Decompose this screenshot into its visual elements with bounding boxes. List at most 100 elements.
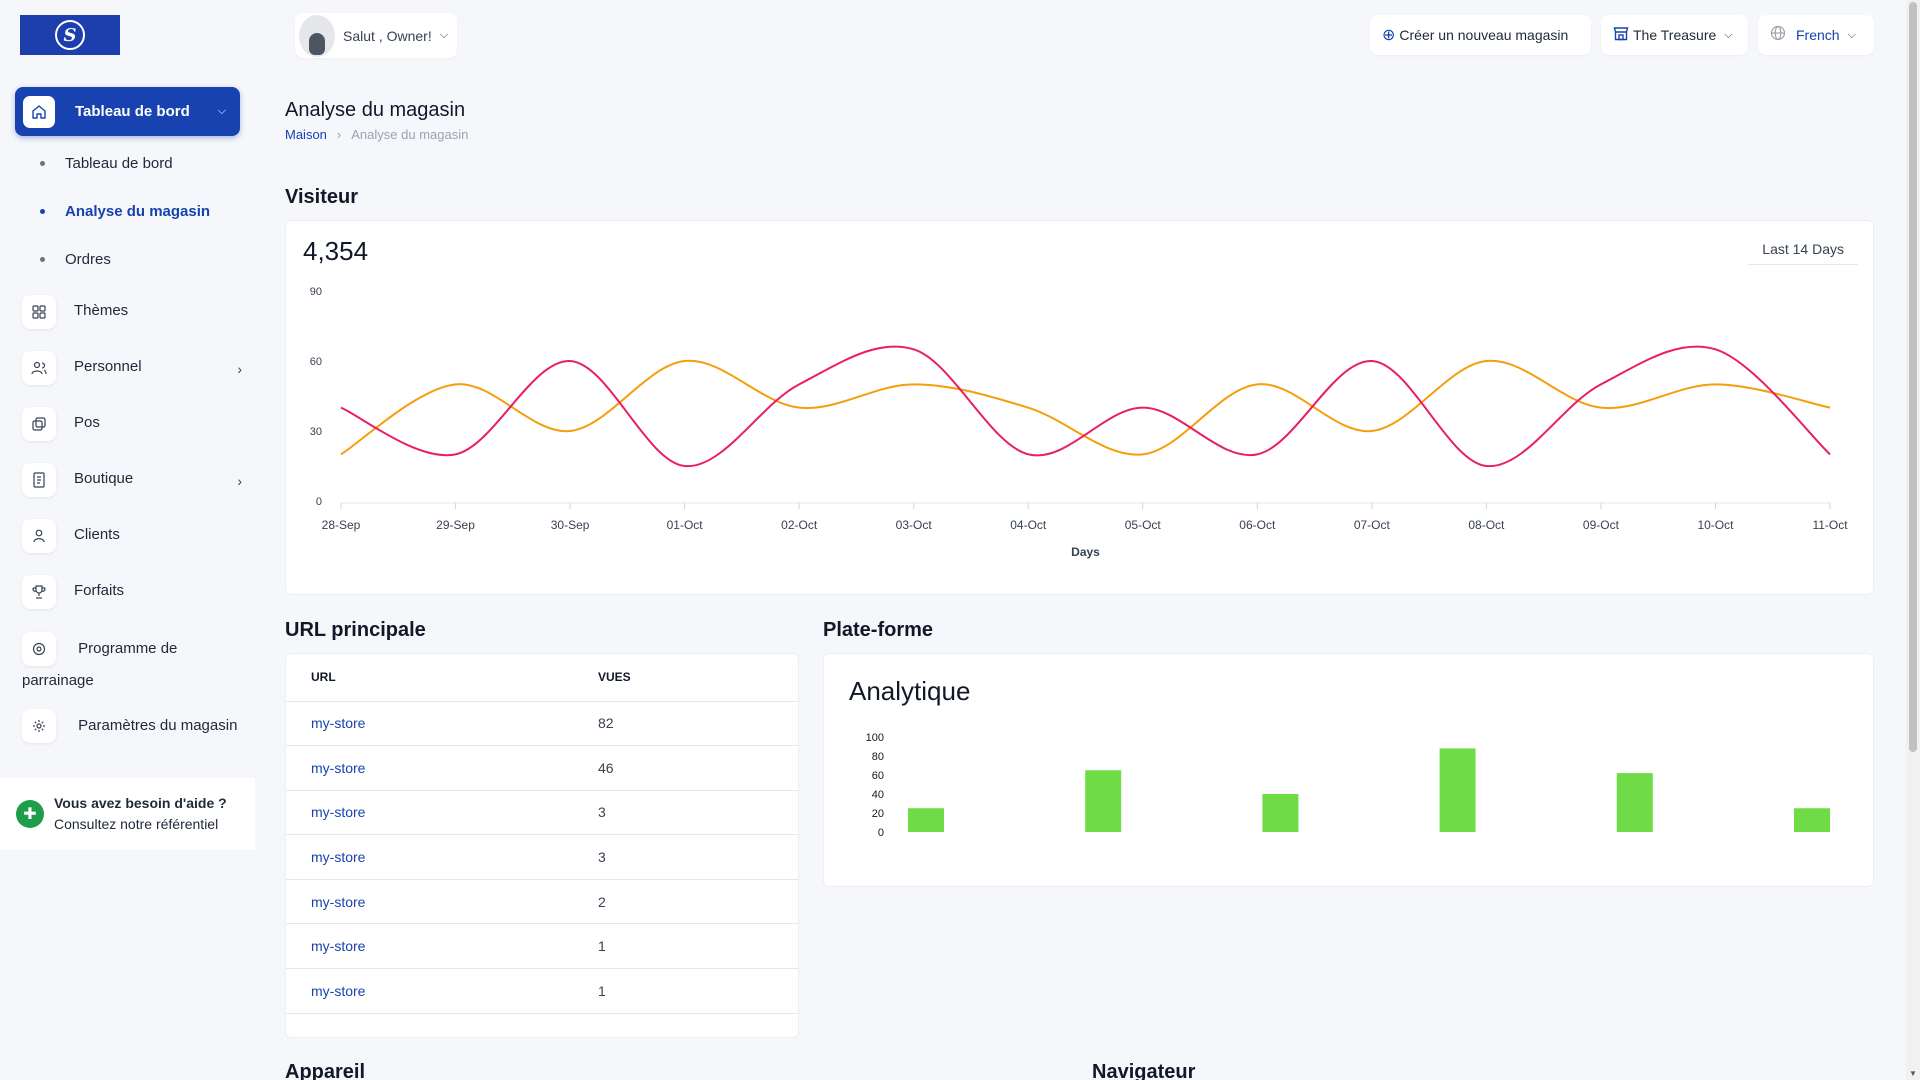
date-range-button[interactable]: Last 14 Days (1748, 233, 1858, 265)
visitor-total: 4,354 (303, 236, 369, 266)
breadcrumb: Maison › Analyse du magasin (285, 127, 468, 142)
sidebar-item-label: Boutique (74, 470, 134, 487)
bullet-icon (40, 209, 45, 214)
store-icon (22, 463, 56, 497)
top-url-section-title: URL principale (285, 619, 426, 641)
scrollbar-thumb[interactable] (1909, 2, 1917, 752)
analytics-title: Analytique (849, 676, 971, 706)
x-tick-label: 07-Oct (1354, 518, 1391, 532)
bullet-icon (40, 161, 45, 166)
y-tick-label: 60 (310, 356, 322, 368)
sidebar-item-label: Pos (74, 414, 100, 431)
greeting: Salut , Owner! (343, 27, 432, 44)
x-tick-label: 01-Oct (667, 518, 704, 532)
x-tick-label: 11-Oct (1812, 518, 1848, 532)
views-value: 1 (598, 968, 798, 1014)
breadcrumb-home[interactable]: Maison (285, 127, 327, 142)
create-store-button[interactable]: ⊕ Créer un nouveau magasin (1370, 15, 1591, 55)
sidebar-item-referral[interactable]: Programme de parrainage (22, 632, 242, 696)
sidebar-subitem-orders[interactable]: Ordres (40, 251, 111, 268)
plus-circle-icon: ⊕ (1382, 27, 1396, 44)
table-row: my-store 46 (286, 745, 798, 791)
chevron-right-icon: › (237, 361, 242, 377)
y-tick-label: 0 (316, 496, 322, 508)
sidebar-item-label: Personnel (74, 358, 142, 375)
x-axis-label: Days (1071, 545, 1100, 559)
chevron-down-icon: ⌵ (1724, 28, 1733, 41)
y-tick-label: 60 (872, 770, 884, 782)
chevron-right-icon: › (237, 473, 242, 489)
sidebar: S Tableau de bord ⌵ Tableau de bord Anal… (0, 0, 255, 1080)
views-value: 1 (598, 923, 798, 970)
x-tick-label: 29-Sep (436, 518, 475, 532)
browser-section-title: Navigateur (1092, 1061, 1196, 1080)
sidebar-subitem-store-analytics[interactable]: Analyse du magasin (40, 203, 210, 220)
page-scrollbar[interactable]: ▼ (1906, 0, 1920, 1080)
sidebar-item-label: Paramètres du magasin (78, 716, 238, 734)
url-link[interactable]: my-store (286, 745, 598, 791)
y-tick-label: 80 (872, 751, 884, 763)
visitor-card: 4,354 Last 14 Days 0 30 60 90 28-Sep 29-Sep 30… (285, 220, 1874, 595)
views-value: 82 (598, 701, 798, 747)
sidebar-item-plans[interactable]: Forfaits (22, 575, 242, 609)
sidebar-item-store-settings[interactable]: Paramètres du magasin (22, 709, 242, 743)
user-menu[interactable]: Salut , Owner! ⌵ (295, 13, 457, 58)
bar (908, 808, 944, 832)
sidebar-item-staff[interactable]: Personnel › (22, 351, 242, 385)
scroll-down-arrow-icon[interactable]: ▼ (1909, 1069, 1917, 1078)
language-selector[interactable]: French ⌵ (1758, 15, 1874, 55)
sidebar-item-pos[interactable]: Pos (22, 407, 242, 441)
sidebar-subitem-dashboard[interactable]: Tableau de bord (40, 155, 173, 172)
top-url-table: URL VUES my-store 82 my-store 46 my-store 3… (286, 654, 798, 1014)
sidebar-item-customers[interactable]: Clients (22, 519, 242, 553)
table-row: my-store 1 (286, 923, 798, 970)
url-link[interactable]: my-store (286, 968, 598, 1014)
sidebar-item-dashboard[interactable]: Tableau de bord ⌵ (15, 87, 240, 136)
chevron-down-icon: ⌵ (1847, 28, 1856, 41)
sidebar-item-label: Clients (74, 526, 120, 543)
gear-icon (22, 709, 56, 743)
bullet-icon (40, 257, 45, 262)
url-link[interactable]: my-store (286, 879, 598, 925)
store-selector[interactable]: The Treasure ⌵ (1601, 15, 1748, 55)
help-card[interactable]: ✚ Vous avez besoin d'aide ? Consultez no… (0, 778, 255, 850)
y-tick-label: 100 (866, 732, 884, 744)
views-value: 2 (598, 879, 798, 925)
user-icon (22, 519, 56, 553)
x-tick-label: 08-Oct (1468, 518, 1505, 532)
page-title: Analyse du magasin (285, 99, 466, 121)
sidebar-item-themes[interactable]: Thèmes (22, 295, 242, 329)
y-tick-label: 30 (310, 426, 322, 438)
sidebar-item-label: Thèmes (74, 302, 129, 319)
device-section-title: Appareil (285, 1061, 366, 1080)
store-name: The Treasure (1633, 27, 1717, 43)
referral-icon (22, 632, 56, 666)
brand-logo[interactable]: S (20, 15, 120, 55)
table-row: my-store 3 (286, 790, 798, 836)
trophy-icon (22, 575, 56, 609)
x-tick-label: 02-Oct (781, 518, 818, 532)
series-line-2 (340, 345, 1831, 468)
home-icon (23, 95, 55, 128)
avatar (299, 14, 335, 57)
url-link[interactable]: my-store (286, 834, 598, 880)
y-tick-label: 40 (872, 789, 884, 801)
x-tick-label: 10-Oct (1697, 518, 1734, 532)
chevron-down-icon: ⌵ (439, 29, 449, 41)
url-link[interactable]: my-store (286, 923, 598, 970)
column-header-url: URL (286, 654, 598, 702)
pos-icon (22, 407, 56, 441)
series-line-1 (340, 359, 1831, 456)
sidebar-item-shop[interactable]: Boutique › (22, 463, 242, 497)
url-link[interactable]: my-store (286, 790, 598, 836)
table-row: my-store 3 (286, 834, 798, 880)
visitor-line-chart: 0 30 60 90 28-Sep 29-Sep 30-Sep 01-Oct 02-Oct 03-… (310, 286, 1848, 559)
sidebar-item-label: Forfaits (74, 582, 125, 599)
x-tick-label: 05-Oct (1125, 518, 1162, 532)
x-tick-label: 03-Oct (896, 518, 933, 532)
help-title: Vous avez besoin d'aide ? (54, 795, 227, 811)
url-link[interactable]: my-store (286, 701, 598, 747)
views-value: 3 (598, 790, 798, 836)
sidebar-subitem-label: Ordres (65, 251, 111, 268)
table-row: my-store 1 (286, 968, 798, 1014)
